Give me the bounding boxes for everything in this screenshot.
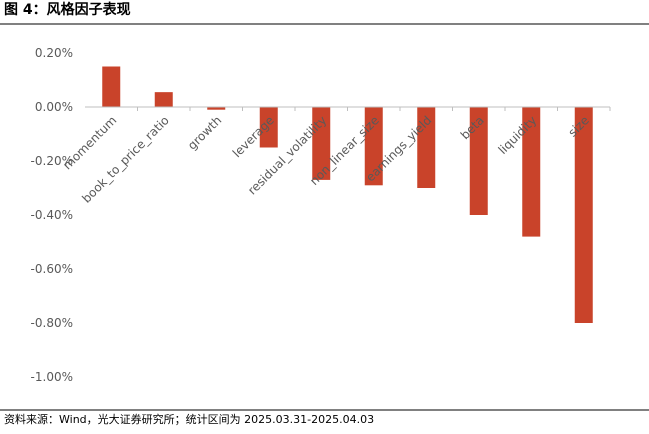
x-tick-label: growth bbox=[185, 113, 224, 152]
bar bbox=[312, 107, 331, 180]
bar bbox=[469, 107, 488, 215]
bar bbox=[364, 107, 383, 186]
bar bbox=[102, 66, 121, 107]
bar bbox=[154, 92, 173, 107]
y-tick-label: -1.00% bbox=[31, 370, 73, 384]
chart-title: 图 4：风格因子表现 bbox=[4, 1, 131, 18]
source-note: 资料来源：Wind，光大证券研究所；统计区间为 2025.03.31-2025.… bbox=[4, 412, 374, 426]
y-tick-label: -0.40% bbox=[31, 208, 73, 222]
y-tick-label: 0.00% bbox=[35, 100, 73, 114]
y-tick-label: 0.20% bbox=[35, 46, 73, 60]
bar bbox=[522, 107, 541, 237]
bar bbox=[574, 107, 593, 323]
y-tick-label: -0.80% bbox=[31, 316, 73, 330]
x-tick-label: book_to_price_ratio bbox=[79, 113, 172, 206]
bar bbox=[207, 107, 226, 110]
bar bbox=[417, 107, 436, 188]
bar bbox=[259, 107, 278, 148]
y-tick-label: -0.60% bbox=[31, 262, 73, 276]
y-tick-label: -0.20% bbox=[31, 154, 73, 168]
